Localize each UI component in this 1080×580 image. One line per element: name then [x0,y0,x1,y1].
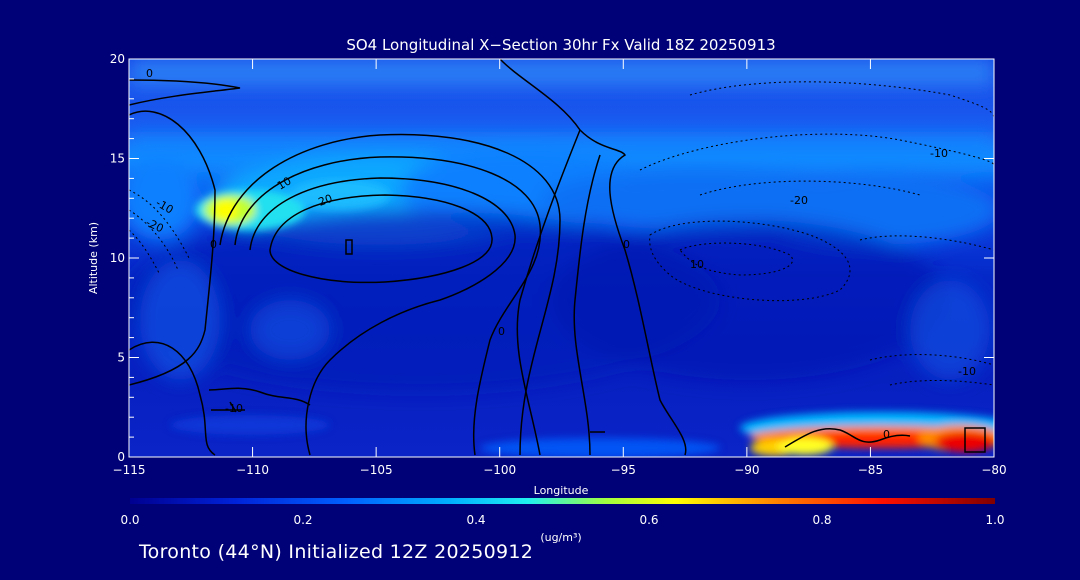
contour-label: 0 [498,325,505,338]
y-axis-label: Altitude (km) [87,222,100,294]
x-tick-label: −85 [858,463,883,477]
chart-title: SO4 Longitudinal X−Section 30hr Fx Valid… [346,36,775,54]
colorbar-gradient [130,498,995,504]
x-tick-label: −100 [483,463,516,477]
colorbar-units: (ug/m³) [540,531,581,544]
colorbar: 0.0 0.2 0.4 0.6 0.8 1.0 (ug/m³) [120,498,1005,544]
x-axis-label: Longitude [534,484,589,497]
colorbar-tick-label: 0.6 [639,513,658,527]
contour-label: 0 [883,428,890,441]
contour-label: -20 [790,194,808,207]
axes: −115 −110 −105 −100 −95 −90 −85 −80 0 5 10 15 20 [110,52,1007,477]
contour-label: -10 [930,147,948,160]
colorbar-ticks: 0.0 0.2 0.4 0.6 0.8 1.0 [120,513,1004,527]
concentration-field: 0 10 20 -10 -20 0 -10 -20 0 10 -10 0 0 -… [129,59,994,457]
x-axis-ticks: −115 −110 −105 −100 −95 −90 −85 −80 [113,59,1007,477]
x-tick-label: −105 [360,463,393,477]
contour-label: -10 [958,365,976,378]
contour-label: 0 [210,238,217,251]
colorbar-tick-label: 1.0 [985,513,1004,527]
y-axis-ticks: 0 5 10 15 20 [110,52,994,464]
x-tick-label: −95 [611,463,636,477]
contour-label: 0 [623,238,630,251]
x-tick-label: −90 [734,463,759,477]
dashed-contour-lines [129,81,994,386]
colorbar-tick-label: 0.4 [466,513,485,527]
colorbar-tick-label: 0.8 [812,513,831,527]
y-tick-label: 20 [110,52,125,66]
footer-caption: Toronto (44°N) Initialized 12Z 20250912 [139,541,534,563]
y-tick-label: 5 [117,351,125,365]
contour-label: 20 [317,192,335,209]
y-tick-label: 15 [110,152,125,166]
contour-lines [129,59,986,456]
y-tick-label: 10 [110,251,125,265]
x-tick-label: −80 [981,463,1006,477]
contour-label: -10 [225,402,243,415]
y-tick-label: 0 [117,450,125,464]
colorbar-tick-label: 0.0 [120,513,139,527]
contour-label: 10 [275,174,294,192]
contour-label: 0 [146,67,153,80]
x-tick-label: −115 [113,463,146,477]
x-tick-label: −110 [236,463,269,477]
colorbar-tick-label: 0.2 [293,513,312,527]
contour-label: 10 [690,258,704,271]
